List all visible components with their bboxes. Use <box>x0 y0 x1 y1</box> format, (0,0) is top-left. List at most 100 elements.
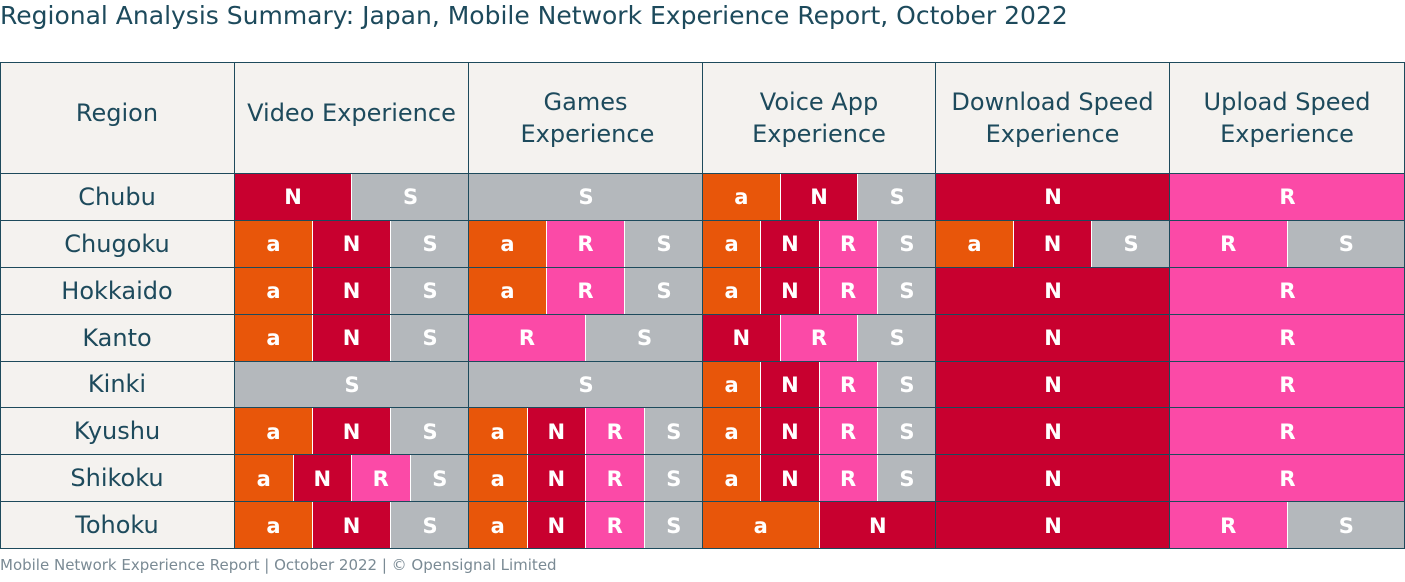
segment-chugoku-download-speed-experience-a: a <box>936 220 1014 268</box>
segment-shikoku-video-experience-R: R <box>352 455 411 503</box>
segment-chugoku-video-experience-a: a <box>235 220 313 268</box>
segment-kyushu-voice-app-experience-R: R <box>819 408 878 456</box>
segment-kanto-games-experience-S: S <box>586 314 703 362</box>
segment-kyushu-voice-app-experience-a: a <box>703 408 762 456</box>
segment-chugoku-voice-app-experience-S: S <box>877 220 936 268</box>
segment-tohoku-voice-app-experience-N: N <box>819 502 936 549</box>
segment-chubu-voice-app-experience-S: S <box>858 174 936 221</box>
segment-kanto-video-experience-S: S <box>391 314 469 362</box>
segment-shikoku-video-experience-S: S <box>410 455 469 503</box>
segment-shikoku-video-experience-a: a <box>235 455 294 503</box>
region-chubu: Chubu <box>0 174 235 221</box>
column-header-games-experience: Games Experience <box>469 62 703 174</box>
region-kinki: Kinki <box>0 361 235 409</box>
segment-hokkaido-games-experience-R: R <box>547 267 625 315</box>
region-tohoku: Tohoku <box>0 502 235 549</box>
segment-hokkaido-voice-app-experience-N: N <box>761 267 820 315</box>
region-hokkaido: Hokkaido <box>0 267 235 315</box>
segment-chubu-games-experience-S: S <box>469 174 703 221</box>
segment-hokkaido-video-experience-N: N <box>313 267 391 315</box>
footer-text: Mobile Network Experience Report | Octob… <box>0 556 557 574</box>
column-header-label: Video Experience <box>247 98 456 127</box>
segment-kyushu-video-experience-N: N <box>313 408 391 456</box>
segment-kanto-voice-app-experience-R: R <box>780 314 859 362</box>
segment-hokkaido-video-experience-a: a <box>235 267 313 315</box>
segment-chubu-download-speed-experience-N: N <box>936 174 1170 221</box>
segment-chugoku-games-experience-a: a <box>469 220 547 268</box>
segment-tohoku-download-speed-experience-N: N <box>936 502 1170 549</box>
segment-chugoku-voice-app-experience-N: N <box>761 220 820 268</box>
segment-hokkaido-voice-app-experience-S: S <box>877 267 936 315</box>
segment-kyushu-games-experience-a: a <box>469 408 528 456</box>
segment-chubu-video-experience-N: N <box>235 174 352 221</box>
segment-shikoku-games-experience-a: a <box>469 455 528 503</box>
segment-chugoku-voice-app-experience-R: R <box>819 220 878 268</box>
segment-kanto-voice-app-experience-N: N <box>703 314 781 362</box>
segment-chugoku-download-speed-experience-S: S <box>1092 220 1170 268</box>
segment-chubu-video-experience-S: S <box>352 174 469 221</box>
segment-kinki-voice-app-experience-R: R <box>819 361 878 409</box>
segment-chubu-upload-speed-experience-R: R <box>1170 174 1405 221</box>
segment-hokkaido-video-experience-S: S <box>391 267 469 315</box>
segment-kanto-voice-app-experience-S: S <box>858 314 936 362</box>
segment-tohoku-upload-speed-experience-S: S <box>1287 502 1405 549</box>
segment-tohoku-games-experience-N: N <box>527 502 586 549</box>
segment-kanto-upload-speed-experience-R: R <box>1170 314 1405 362</box>
segment-kanto-video-experience-N: N <box>313 314 391 362</box>
summary-table: Region Video Experience Games Experience Vo… <box>0 62 1405 549</box>
column-header-label: Games Experience <box>520 87 655 148</box>
segment-kyushu-games-experience-N: N <box>527 408 586 456</box>
segment-kyushu-video-experience-S: S <box>391 408 469 456</box>
segment-kyushu-voice-app-experience-S: S <box>877 408 936 456</box>
column-header-video-experience: Video Experience <box>235 62 469 174</box>
segment-hokkaido-voice-app-experience-a: a <box>703 267 762 315</box>
segment-tohoku-games-experience-a: a <box>469 502 528 549</box>
segment-hokkaido-upload-speed-experience-R: R <box>1170 267 1405 315</box>
segment-tohoku-games-experience-S: S <box>644 502 703 549</box>
segment-shikoku-video-experience-N: N <box>293 455 352 503</box>
column-header-label: Upload Speed Experience <box>1203 87 1371 148</box>
segment-tohoku-video-experience-N: N <box>313 502 391 549</box>
segment-kyushu-voice-app-experience-N: N <box>761 408 820 456</box>
column-header-voice-app-experience: Voice App Experience <box>703 62 936 174</box>
segment-kanto-games-experience-R: R <box>469 314 586 362</box>
segment-kyushu-games-experience-S: S <box>644 408 703 456</box>
segment-kyushu-download-speed-experience-N: N <box>936 408 1170 456</box>
segment-tohoku-upload-speed-experience-R: R <box>1170 502 1288 549</box>
segment-shikoku-games-experience-R: R <box>586 455 645 503</box>
segment-chubu-voice-app-experience-N: N <box>780 174 859 221</box>
segment-chugoku-voice-app-experience-a: a <box>703 220 762 268</box>
page-title: Regional Analysis Summary: Japan, Mobile… <box>0 1 1068 30</box>
segment-chugoku-download-speed-experience-N: N <box>1014 220 1092 268</box>
segment-kyushu-upload-speed-experience-R: R <box>1170 408 1405 456</box>
segment-kinki-upload-speed-experience-R: R <box>1170 361 1405 409</box>
segment-shikoku-voice-app-experience-N: N <box>761 455 820 503</box>
column-header-label: Voice App Experience <box>752 87 886 148</box>
segment-kanto-download-speed-experience-N: N <box>936 314 1170 362</box>
segment-chugoku-games-experience-S: S <box>625 220 703 268</box>
segment-hokkaido-download-speed-experience-N: N <box>936 267 1170 315</box>
segment-tohoku-video-experience-a: a <box>235 502 313 549</box>
segment-kinki-video-experience-S: S <box>235 361 469 409</box>
segment-kyushu-video-experience-a: a <box>235 408 313 456</box>
segment-kinki-voice-app-experience-S: S <box>877 361 936 409</box>
region-shikoku: Shikoku <box>0 455 235 503</box>
segment-hokkaido-games-experience-a: a <box>469 267 547 315</box>
segment-hokkaido-games-experience-S: S <box>625 267 703 315</box>
column-header-label: Download Speed Experience <box>951 87 1154 148</box>
segment-tohoku-voice-app-experience-a: a <box>703 502 820 549</box>
segment-kinki-voice-app-experience-a: a <box>703 361 762 409</box>
segment-chubu-voice-app-experience-a: a <box>703 174 781 221</box>
segment-tohoku-games-experience-R: R <box>586 502 645 549</box>
segment-kanto-video-experience-a: a <box>235 314 313 362</box>
column-header-region: Region <box>0 62 235 174</box>
region-kyushu: Kyushu <box>0 408 235 456</box>
segment-shikoku-upload-speed-experience-R: R <box>1170 455 1405 503</box>
column-header-upload-speed-experience: Upload Speed Experience <box>1170 62 1405 174</box>
column-header-label: Region <box>75 98 159 127</box>
segment-kinki-voice-app-experience-N: N <box>761 361 820 409</box>
segment-tohoku-video-experience-S: S <box>391 502 469 549</box>
segment-shikoku-download-speed-experience-N: N <box>936 455 1170 503</box>
segment-shikoku-games-experience-S: S <box>644 455 703 503</box>
segment-chugoku-upload-speed-experience-S: S <box>1287 220 1405 268</box>
